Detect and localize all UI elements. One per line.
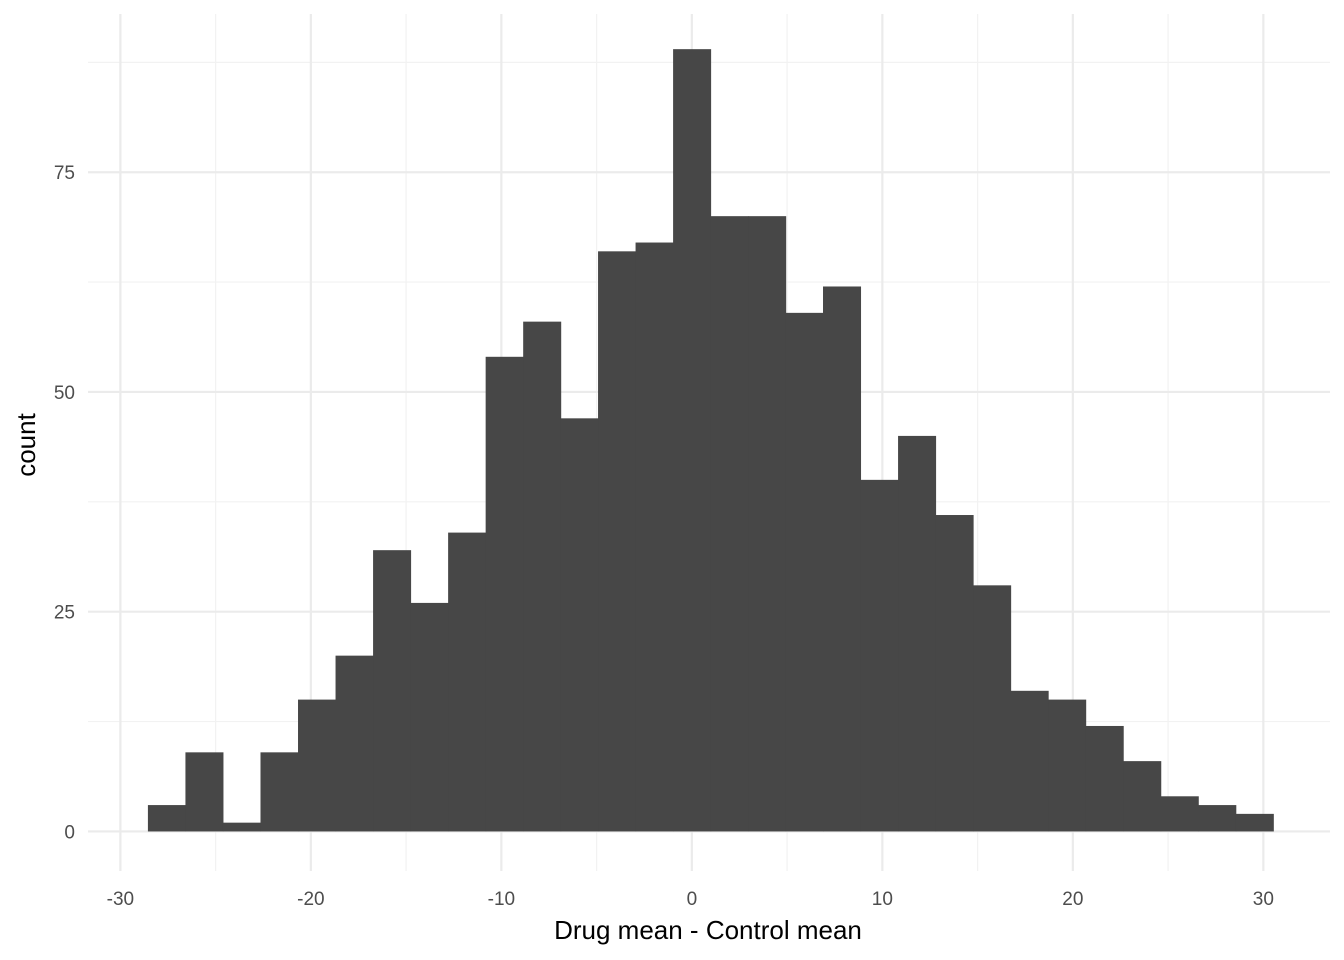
x-tick-label: 30 [1253,889,1274,910]
histogram-bar [1010,690,1049,832]
histogram-bar [448,532,487,832]
histogram-bar [1085,725,1124,832]
histogram-bar [823,286,862,832]
histogram-bar [260,752,299,832]
y-axis-title: count [11,412,41,476]
histogram-bar [898,435,937,832]
x-tick-label: 10 [872,889,893,910]
histogram-bar [373,550,412,832]
histogram-bar [335,655,374,832]
histogram-bar [523,321,562,832]
histogram-bar [485,356,524,832]
x-tick-label: 20 [1062,889,1083,910]
histogram-bar [560,418,599,832]
y-tick-label: 50 [54,383,75,404]
histogram-bar [1235,813,1274,832]
x-tick-label: -20 [297,889,324,910]
histogram-bar [748,216,787,832]
histogram-bar [973,585,1012,832]
x-tick-label: -30 [107,889,134,910]
histogram-bar [410,602,449,832]
histogram-bar [935,515,974,832]
y-tick-label: 75 [54,163,75,184]
y-axis-tick-labels: 0 25 50 75 [54,163,75,843]
histogram-bar [673,49,712,832]
histogram-bar [785,312,824,832]
y-tick-label: 0 [64,822,75,843]
histogram-bars [147,49,1274,832]
x-tick-label: -10 [488,889,515,910]
x-tick-label: 0 [687,889,698,910]
x-axis-title: Drug mean - Control mean [554,915,862,945]
histogram-bar [1048,699,1087,832]
histogram-bar [185,752,224,832]
histogram-bar [1123,761,1162,832]
histogram-bar [635,242,674,832]
y-tick-label: 25 [54,603,75,624]
histogram-bar [147,805,186,832]
histogram-bar [710,216,749,832]
histogram-bar [222,822,261,832]
histogram-bar [860,479,899,832]
histogram-bar [298,699,337,832]
x-axis-tick-labels: -30 -20 -10 0 10 20 30 [107,889,1274,910]
histogram-bar [1160,796,1199,832]
histogram-bar [1198,805,1237,832]
histogram-bar [598,251,637,832]
